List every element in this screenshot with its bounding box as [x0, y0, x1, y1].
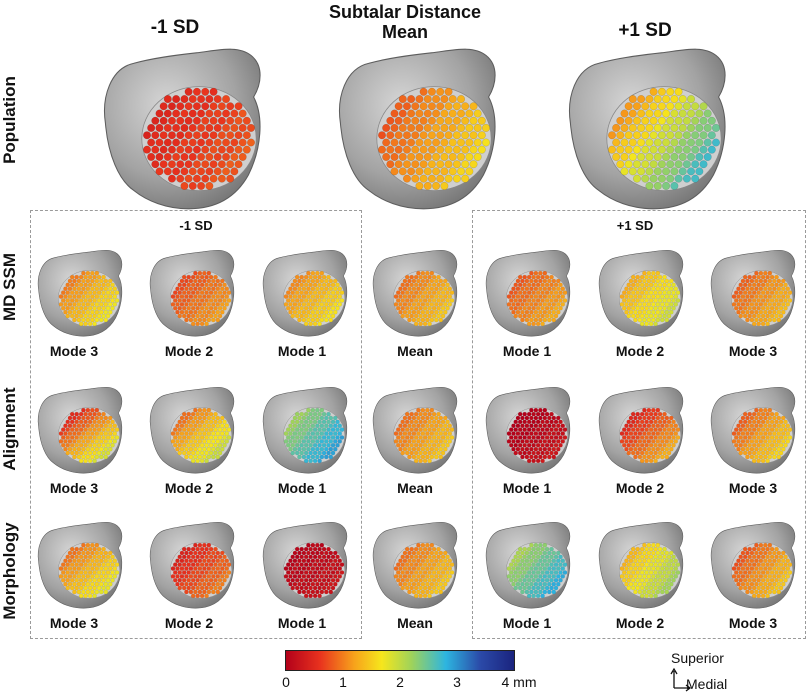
- row-label-alignment: Alignment: [0, 387, 19, 471]
- plus-sd-group-title: +1 SD: [595, 218, 675, 233]
- align-mode2-tile-dots: [170, 408, 232, 464]
- morph-mode3-tile-dots: [58, 543, 120, 599]
- population-plus-sd: [569, 48, 726, 210]
- md-mode1-tile: [262, 249, 348, 337]
- caption-morph-mean: Mean: [397, 615, 433, 631]
- morph-mean-tile-dots: [393, 543, 455, 599]
- md-mode3-tile-dots: [58, 271, 120, 327]
- md-plus-mode1-tile-dots: [506, 271, 568, 327]
- population-mean-dots: [378, 87, 490, 190]
- caption-md-plus-mode1: Mode 1: [502, 343, 552, 359]
- orientation-superior-label: Superior: [671, 650, 724, 666]
- caption-morph-mode2: Mode 2: [164, 615, 214, 631]
- md-mode2-tile: [149, 249, 235, 337]
- caption-align-mean: Mean: [397, 480, 433, 496]
- md-plus-mode3-tile: [710, 249, 796, 337]
- md-plus-mode2-tile-dots: [619, 271, 681, 327]
- population-minus-sd-dots: [143, 87, 255, 190]
- align-plus-mode3-tile-dots: [731, 408, 793, 464]
- caption-morph-plus-mode1: Mode 1: [502, 615, 552, 631]
- plus-sd-group-box: [472, 210, 806, 639]
- align-mode3-tile-dots: [58, 408, 120, 464]
- caption-morph-mode3: Mode 3: [49, 615, 99, 631]
- align-mode3-tile: [37, 386, 123, 474]
- caption-align-plus-mode1: Mode 1: [502, 480, 552, 496]
- caption-md-mode3: Mode 3: [49, 343, 99, 359]
- caption-align-plus-mode2: Mode 2: [615, 480, 665, 496]
- colorbar-tick-2: 2: [396, 674, 404, 690]
- md-mean-tile-dots: [393, 271, 455, 327]
- morph-mode3-tile: [37, 521, 123, 609]
- colorbar-tick-3: 3: [453, 674, 461, 690]
- caption-align-mode1: Mode 1: [277, 480, 327, 496]
- figure-title-line1: Subtalar Distance: [328, 2, 482, 22]
- morph-plus-mode2-tile: [598, 521, 684, 609]
- caption-md-mode1: Mode 1: [277, 343, 327, 359]
- align-mode1-tile-dots: [283, 408, 345, 464]
- align-plus-mode1-tile-dots: [506, 408, 568, 464]
- caption-morph-plus-mode3: Mode 3: [728, 615, 778, 631]
- row-label-md-ssm: MD SSM: [0, 253, 19, 321]
- minus-sd-group-box: [30, 210, 362, 639]
- align-mode2-tile: [149, 386, 235, 474]
- caption-morph-mode1: Mode 1: [277, 615, 327, 631]
- header-plus-sd: +1 SD: [618, 20, 672, 41]
- md-plus-mode3-tile-dots: [731, 271, 793, 327]
- morph-plus-mode3-tile-dots: [731, 543, 793, 599]
- caption-md-plus-mode3: Mode 3: [728, 343, 778, 359]
- caption-md-mode2: Mode 2: [164, 343, 214, 359]
- caption-align-plus-mode3: Mode 3: [728, 480, 778, 496]
- caption-md-mean: Mean: [397, 343, 433, 359]
- md-mean-tile: [372, 249, 458, 337]
- orientation-arrow-icon: [670, 667, 692, 692]
- morph-mean-tile: [372, 521, 458, 609]
- align-mean-tile-dots: [393, 408, 455, 464]
- align-mode1-tile: [262, 386, 348, 474]
- population-mean: [339, 48, 496, 210]
- population-plus-sd-dots: [608, 87, 720, 190]
- orientation-medial-label: Medial: [686, 676, 728, 692]
- morph-mode2-tile-dots: [170, 543, 232, 599]
- align-plus-mode2-tile: [598, 386, 684, 474]
- population-minus-sd: [104, 48, 261, 210]
- md-plus-mode1-tile: [485, 249, 571, 337]
- row-label-morphology: Morphology: [0, 522, 19, 620]
- align-plus-mode3-tile: [710, 386, 796, 474]
- caption-align-mode3: Mode 3: [49, 480, 99, 496]
- caption-morph-plus-mode2: Mode 2: [615, 615, 665, 631]
- minus-sd-group-title: -1 SD: [156, 218, 236, 233]
- colorbar-tick-4: 4 mm: [501, 674, 537, 690]
- align-plus-mode1-tile: [485, 386, 571, 474]
- md-mode2-tile-dots: [170, 271, 232, 327]
- align-mean-tile: [372, 386, 458, 474]
- md-mode1-tile-dots: [283, 271, 345, 327]
- colorbar-tick-1: 1: [339, 674, 347, 690]
- morph-mode2-tile: [149, 521, 235, 609]
- md-plus-mode2-tile: [598, 249, 684, 337]
- figure-title-line2: Mean: [381, 22, 428, 42]
- row-label-population: Population: [0, 76, 19, 164]
- morph-plus-mode1-tile: [485, 521, 571, 609]
- md-mode3-tile: [37, 249, 123, 337]
- morph-plus-mode2-tile-dots: [619, 543, 681, 599]
- colorbar-tick-0: 0: [282, 674, 290, 690]
- caption-md-plus-mode2: Mode 2: [615, 343, 665, 359]
- morph-plus-mode3-tile: [710, 521, 796, 609]
- header-minus-sd: -1 SD: [150, 17, 200, 38]
- caption-align-mode2: Mode 2: [164, 480, 214, 496]
- align-plus-mode2-tile-dots: [619, 408, 681, 464]
- morph-mode1-tile-dots: [283, 543, 345, 599]
- colorbar: [285, 650, 515, 671]
- morph-plus-mode1-tile-dots: [506, 543, 568, 599]
- morph-mode1-tile: [262, 521, 348, 609]
